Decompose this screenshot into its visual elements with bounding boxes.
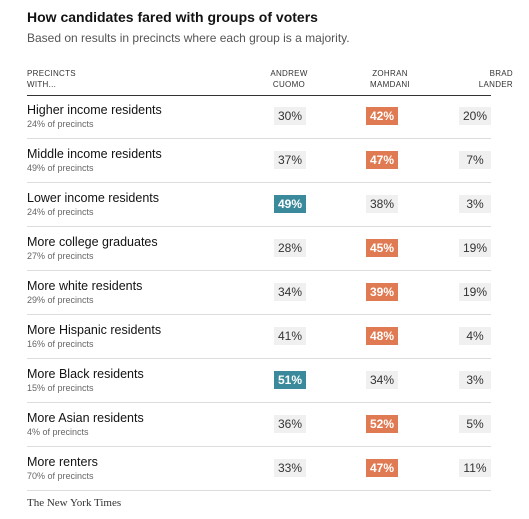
table-row: More Hispanic residents 16% of precincts 4… (27, 315, 491, 359)
table-row: More renters 70% of precincts 33% 47% 11% (27, 447, 491, 491)
row-group-label: More renters (27, 455, 98, 469)
row-precinct-share: 70% of precincts (27, 471, 94, 481)
row-group-label: Middle income residents (27, 147, 162, 161)
row-group-label: More Hispanic residents (27, 323, 162, 337)
table-row: More Asian residents 4% of precincts 36% 52… (27, 403, 491, 447)
row-precinct-share: 15% of precincts (27, 383, 94, 393)
value-lander: 3% (459, 195, 491, 213)
value-cuomo: 30% (274, 107, 306, 125)
header-cuomo: ANDREW CUOMO (253, 68, 325, 90)
row-group-label: Lower income residents (27, 191, 160, 205)
table-body: Higher income residents 24% of precincts 3… (27, 95, 491, 491)
table-header: PRECINCTS WITH... ANDREW CUOMO ZOHRAN MA… (27, 68, 513, 96)
header-cuomo-line2: CUOMO (272, 80, 306, 89)
row-group-label: Higher income residents (27, 103, 162, 117)
value-lander: 3% (459, 371, 491, 389)
value-mamdani: 47% (366, 459, 398, 477)
value-lander: 7% (459, 151, 491, 169)
value-mamdani: 38% (366, 195, 398, 213)
value-mamdani: 47% (366, 151, 398, 169)
row-group-label: More Asian residents (27, 411, 144, 425)
table-row: More Black residents 15% of precincts 51% 3… (27, 359, 491, 403)
row-group-label: More white residents (27, 279, 143, 293)
row-precinct-share: 24% of precincts (27, 207, 94, 217)
value-cuomo: 49% (274, 195, 306, 213)
header-mamdani-line2: MAMDANI (370, 80, 410, 89)
value-mamdani: 34% (366, 371, 398, 389)
table-title: How candidates fared with groups of vote… (27, 9, 318, 25)
header-lander-line2: LANDER (478, 80, 513, 89)
value-cuomo: 33% (274, 459, 306, 477)
value-lander: 19% (459, 283, 491, 301)
value-mamdani: 52% (366, 415, 398, 433)
row-precinct-share: 29% of precincts (27, 295, 94, 305)
value-cuomo: 36% (274, 415, 306, 433)
row-precinct-share: 49% of precincts (27, 163, 94, 173)
header-mamdani: ZOHRAN MAMDANI (350, 68, 430, 90)
value-cuomo: 37% (274, 151, 306, 169)
value-mamdani: 45% (366, 239, 398, 257)
row-group-label: More Black residents (27, 367, 144, 381)
value-cuomo: 34% (274, 283, 306, 301)
header-precincts: PRECINCTS WITH... (27, 68, 147, 90)
header-lander: BRAD LANDER (437, 68, 513, 90)
value-cuomo: 28% (274, 239, 306, 257)
table-row: More college graduates 27% of precincts 28… (27, 227, 491, 271)
row-group-label: More college graduates (27, 235, 158, 249)
credit-line: The New York Times (27, 497, 122, 509)
value-lander: 4% (459, 327, 491, 345)
value-lander: 11% (459, 459, 491, 477)
table-row: Middle income residents 49% of precincts 3… (27, 139, 491, 183)
header-precincts-line2: WITH... (27, 80, 57, 89)
table-row: Lower income residents 24% of precincts 49… (27, 183, 491, 227)
row-precinct-share: 16% of precincts (27, 339, 94, 349)
table-row: Higher income residents 24% of precincts 3… (27, 95, 491, 139)
value-lander: 5% (459, 415, 491, 433)
header-cuomo-line1: ANDREW (270, 69, 308, 78)
row-precinct-share: 27% of precincts (27, 251, 94, 261)
table-subtitle: Based on results in precincts where each… (27, 31, 350, 45)
value-cuomo: 41% (274, 327, 306, 345)
header-precincts-line1: PRECINCTS (27, 69, 76, 78)
row-precinct-share: 24% of precincts (27, 119, 94, 129)
header-mamdani-line1: ZOHRAN (372, 69, 408, 78)
value-cuomo: 51% (274, 371, 306, 389)
table-row: More white residents 29% of precincts 34% 3… (27, 271, 491, 315)
header-lander-line1: BRAD (489, 69, 513, 78)
row-precinct-share: 4% of precincts (27, 427, 89, 437)
value-mamdani: 48% (366, 327, 398, 345)
value-lander: 20% (459, 107, 491, 125)
value-lander: 19% (459, 239, 491, 257)
value-mamdani: 42% (366, 107, 398, 125)
value-mamdani: 39% (366, 283, 398, 301)
